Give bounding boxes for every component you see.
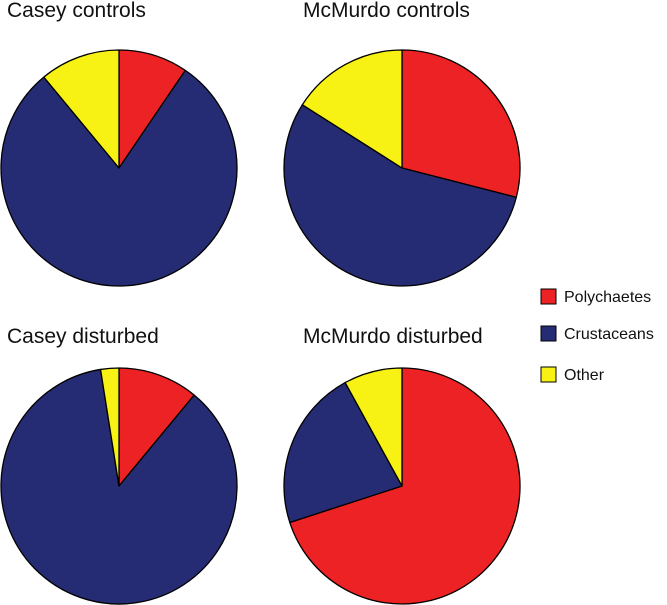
pie-title-casey-controls: Casey controls: [7, 0, 146, 22]
pie-slice-mcmurdo-disturbed-other: [344, 367, 403, 487]
legend-label-crustaceans: Crustaceans: [564, 326, 654, 343]
pie-slice-mcmurdo-disturbed-crustaceans: [283, 381, 403, 524]
pie-slice-mcmurdo-controls-polychaetes: [401, 49, 521, 198]
legend-swatch-other: [540, 366, 557, 383]
pie-title-casey-disturbed: Casey disturbed: [7, 325, 159, 348]
pie-slice-mcmurdo-disturbed-polychaetes: [289, 367, 521, 605]
pie-slice-casey-controls-crustaceans: [0, 69, 238, 287]
pie-slice-mcmurdo-controls-crustaceans: [283, 104, 517, 287]
legend-swatch-polychaetes: [540, 288, 557, 305]
pie-title-mcmurdo-disturbed: McMurdo disturbed: [303, 325, 483, 348]
pie-slice-casey-disturbed-other: [99, 367, 120, 487]
pie-slice-casey-controls-other: [43, 49, 120, 169]
legend-label-other: Other: [564, 367, 605, 384]
pie-slice-casey-disturbed-polychaetes: [118, 367, 195, 487]
pie-slice-casey-disturbed-crustaceans: [0, 368, 238, 605]
pie-title-mcmurdo-controls: McMurdo controls: [303, 0, 470, 22]
pie-slice-mcmurdo-controls-other: [301, 49, 403, 169]
legend: Polychaetes Crustaceans Other: [540, 288, 654, 384]
legend-swatch-crustaceans: [540, 325, 557, 342]
pie-group: [0, 49, 521, 605]
legend-label-polychaetes: Polychaetes: [564, 289, 651, 306]
